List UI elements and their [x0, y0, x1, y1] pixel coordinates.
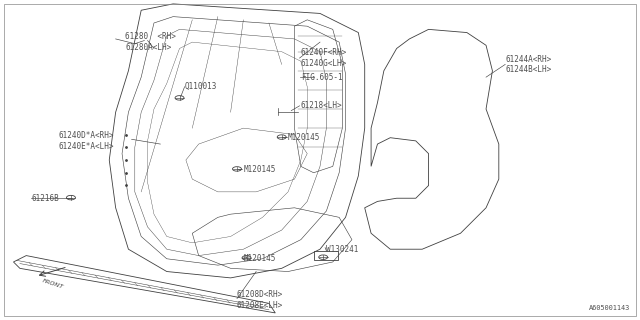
Text: 61280  <RH>
61280A<LH>: 61280 <RH> 61280A<LH> — [125, 32, 176, 52]
Text: M120145: M120145 — [243, 165, 276, 174]
Text: M120145: M120145 — [288, 133, 321, 142]
Text: 61240D*A<RH>
61240E*A<LH>: 61240D*A<RH> 61240E*A<LH> — [58, 131, 114, 151]
Text: 61216B: 61216B — [31, 194, 59, 203]
Text: 61240F<RH>
61240G<LH>: 61240F<RH> 61240G<LH> — [301, 48, 347, 68]
Text: FRONT: FRONT — [42, 278, 65, 290]
Text: 61218<LH>: 61218<LH> — [301, 101, 342, 110]
Text: W130241: W130241 — [326, 245, 359, 254]
Text: FIG.605-1: FIG.605-1 — [301, 73, 342, 82]
Text: A605001143: A605001143 — [588, 305, 630, 311]
Text: 61244A<RH>
61244B<LH>: 61244A<RH> 61244B<LH> — [505, 55, 552, 74]
Text: 61208D<RH>
61208E<LH>: 61208D<RH> 61208E<LH> — [237, 291, 284, 310]
Text: Q110013: Q110013 — [184, 82, 217, 91]
Text: M120145: M120145 — [243, 254, 276, 263]
